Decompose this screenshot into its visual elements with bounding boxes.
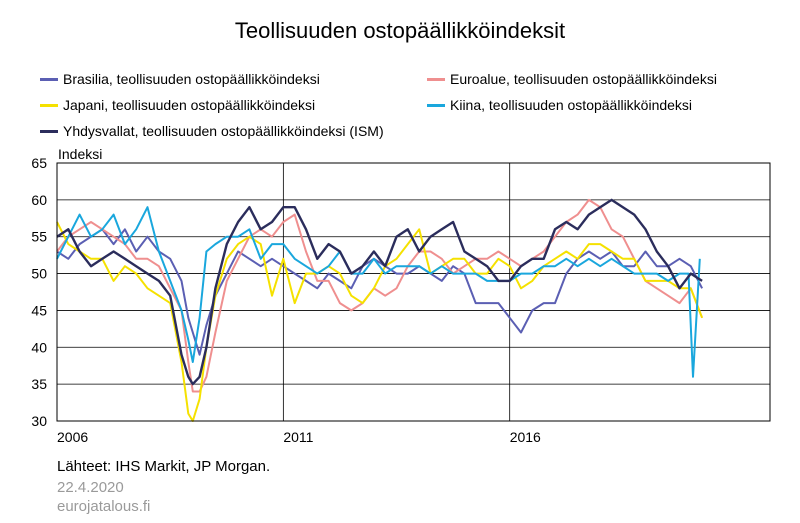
legend-label-japan: Japani, teollisuuden ostopäällikköindeks… (63, 97, 316, 113)
legend-label-brazil: Brasilia, teollisuuden ostopäällikköinde… (63, 71, 320, 87)
legend-swatch-eurozone (427, 77, 445, 81)
legend-item-usa: Yhdysvallat, teollisuuden ostopäällikköi… (40, 123, 384, 139)
legend-item-brazil: Brasilia, teollisuuden ostopäällikköinde… (40, 71, 320, 87)
series-line (56, 221, 704, 422)
y-axis-label: Indeksi (58, 146, 103, 162)
x-tick-label: 2006 (57, 429, 88, 445)
y-tick-label: 60 (31, 192, 47, 208)
y-tick-label: 65 (31, 155, 47, 171)
y-tick-label: 55 (31, 229, 47, 245)
plot-frame (56, 162, 771, 422)
x-tick-label: 2016 (510, 429, 541, 445)
y-tick-label: 30 (31, 413, 47, 429)
legend-swatch-china (427, 103, 445, 107)
legend-swatch-japan (40, 103, 58, 107)
y-tick-label: 40 (31, 339, 47, 355)
legend-swatch-brazil (40, 77, 58, 81)
axis-ticks: 30 35 40 45 50 55 60 65 2006 2011 2016 (31, 155, 541, 445)
legend-item-china: Kiina, teollisuuden ostopäällikköindeksi (427, 97, 692, 113)
legend-label-usa: Yhdysvallat, teollisuuden ostopäällikköi… (63, 123, 384, 139)
publish-date: 22.4.2020 (57, 479, 124, 496)
x-tick-label: 2011 (283, 429, 313, 445)
site-name: eurojatalous.fi (57, 498, 151, 515)
legend-item-japan: Japani, teollisuuden ostopäällikköindeks… (40, 97, 315, 113)
chart-title: Teollisuuden ostopäällikköindeksit (234, 18, 566, 43)
legend-label-eurozone: Euroalue, teollisuuden ostopäällikköinde… (450, 71, 717, 87)
y-tick-label: 45 (31, 302, 47, 318)
series-line (56, 228, 703, 356)
legend-swatch-usa (40, 129, 58, 133)
series-line (56, 206, 701, 378)
legend-label-china: Kiina, teollisuuden ostopäällikköindeksi (450, 97, 693, 113)
series-lines (56, 198, 704, 422)
legend-item-eurozone: Euroalue, teollisuuden ostopäällikköinde… (427, 71, 717, 87)
source-note: Lähteet: IHS Markit, JP Morgan. (57, 458, 271, 475)
series-line (56, 198, 703, 386)
y-tick-label: 35 (31, 376, 47, 392)
y-tick-label: 50 (31, 266, 47, 282)
grid-lines (57, 163, 770, 421)
